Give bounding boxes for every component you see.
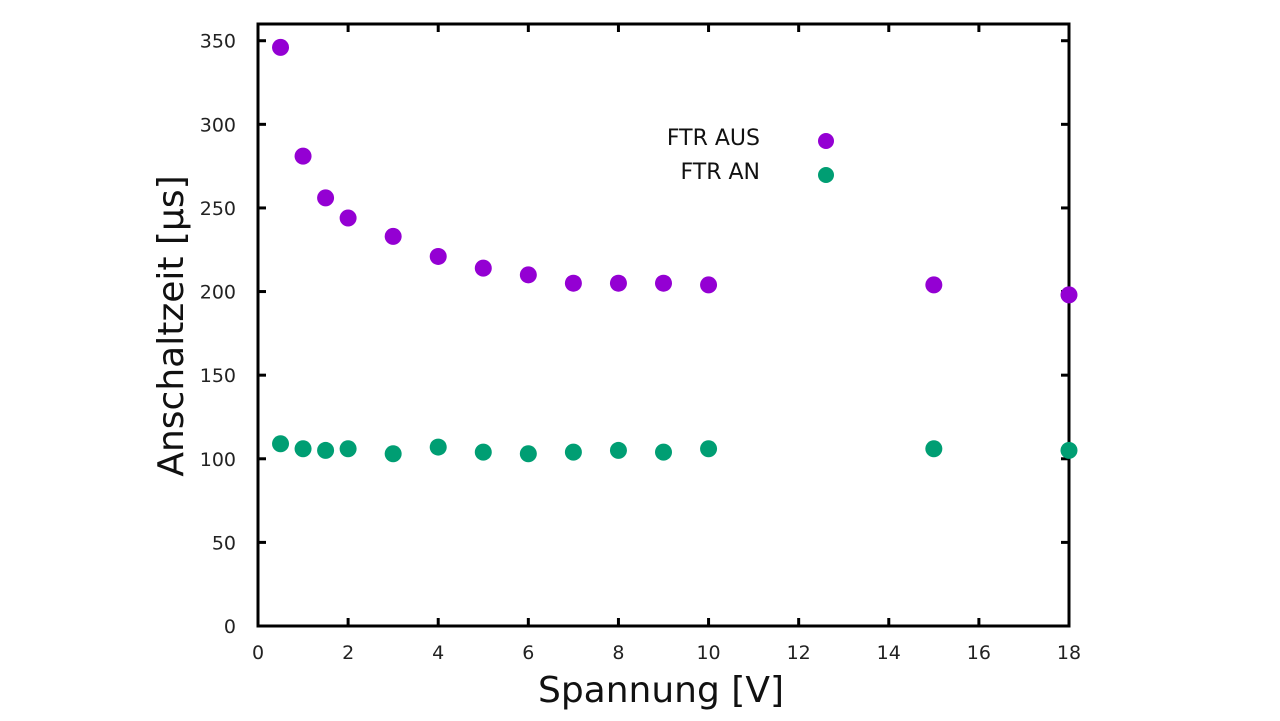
data-point	[700, 276, 718, 294]
x-tick-label: 10	[696, 642, 720, 664]
data-point	[384, 227, 402, 245]
data-point	[564, 443, 582, 461]
data-point	[1060, 441, 1078, 459]
data-point	[317, 189, 335, 207]
y-tick-label: 150	[200, 365, 236, 387]
series-ftr-an	[272, 435, 1078, 463]
data-point	[474, 259, 492, 277]
legend-marker-ftr-an	[818, 167, 834, 183]
series-ftr-aus	[272, 38, 1078, 304]
y-tick-label: 0	[224, 616, 236, 638]
data-point	[429, 438, 447, 456]
y-tick-label: 50	[212, 532, 236, 554]
x-tick-label: 14	[877, 642, 901, 664]
x-tick-label: 12	[787, 642, 811, 664]
axis-ticks	[256, 24, 1071, 628]
data-point	[339, 209, 357, 227]
data-point	[294, 147, 312, 165]
data-point	[564, 274, 582, 292]
data-point	[519, 445, 537, 463]
data-points	[272, 38, 1078, 463]
x-tick-label: 2	[342, 642, 354, 664]
data-point	[925, 276, 943, 294]
data-point	[655, 274, 672, 292]
x-tick-label: 18	[1057, 642, 1081, 664]
x-tick-label: 16	[967, 642, 991, 664]
x-tick-label: 8	[612, 642, 624, 664]
data-point	[317, 441, 335, 459]
data-point	[272, 435, 290, 453]
data-point	[700, 440, 718, 458]
tick-labels: 0 2 4 6 8 10 12 14 16 18 0 50 100 150 200 250 300 350	[200, 31, 1081, 664]
data-point	[925, 440, 943, 458]
y-tick-label: 200	[200, 282, 236, 304]
y-tick-label: 100	[200, 449, 236, 471]
x-tick-label: 6	[522, 642, 534, 664]
data-point	[294, 440, 312, 458]
data-point	[429, 247, 447, 265]
x-tick-label: 4	[432, 642, 444, 664]
legend: FTR AUS FTR AN	[667, 126, 834, 185]
data-point	[384, 445, 402, 463]
data-point	[655, 443, 672, 461]
legend-marker-ftr-aus	[818, 133, 834, 149]
x-axis-title: Spannung [V]	[538, 670, 784, 711]
y-axis-title: Anschaltzeit [µs]	[151, 175, 192, 476]
data-point	[609, 441, 627, 459]
data-point	[519, 266, 537, 284]
x-tick-label: 0	[252, 642, 264, 664]
legend-label-ftr-an: FTR AN	[681, 160, 761, 185]
data-point	[474, 443, 492, 461]
legend-label-ftr-aus: FTR AUS	[667, 126, 760, 151]
data-point	[609, 274, 627, 292]
y-tick-label: 250	[200, 198, 236, 220]
plot-frame	[256, 22, 1071, 628]
y-tick-label: 300	[200, 114, 236, 136]
y-tick-label: 350	[200, 31, 236, 53]
data-point	[1060, 286, 1078, 304]
data-point	[339, 440, 357, 458]
data-point	[272, 38, 290, 56]
